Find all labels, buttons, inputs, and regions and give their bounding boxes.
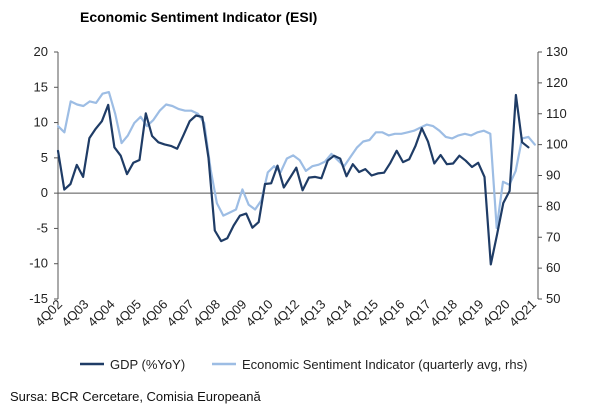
right-tick-label: 90 [546,168,560,183]
right-tick-label: 60 [546,260,560,275]
left-axis: -15 -10 -5 0 5 10 15 20 [29,44,58,306]
left-tick-label: 0 [41,185,48,200]
legend: GDP (%YoY) Economic Sentiment Indicator (… [80,357,527,372]
x-tick-label: 4Q16 [374,297,407,330]
right-tick-label: 130 [546,44,568,59]
left-tick-label: 20 [34,44,48,59]
right-tick-label: 50 [546,291,560,306]
series-layer [56,90,536,266]
left-tick-label: -10 [29,256,48,271]
source-note: Sursa: BCR Cercetare, Comisia Europeană [10,389,261,404]
x-tick-label: 4Q20 [480,297,513,330]
x-tick-label: 4Q10 [243,297,276,330]
left-tick-label: -5 [36,220,48,235]
x-tick-label: 4Q19 [453,297,486,330]
x-tick-label: 4Q07 [164,297,197,330]
right-tick-label: 70 [546,229,560,244]
left-tick-label: 10 [34,115,48,130]
right-tick-label: 110 [546,106,567,121]
x-tick-label: 4Q06 [137,297,170,330]
right-tick-label: 80 [546,198,560,213]
x-axis: 4Q024Q034Q044Q054Q064Q074Q084Q094Q104Q12… [32,297,539,330]
legend-label-gdp: GDP (%YoY) [110,357,185,372]
x-tick-label: 4Q21 [506,297,539,330]
x-tick-label: 4Q08 [190,297,223,330]
x-tick-label: 4Q15 [348,297,381,330]
legend-label-esi: Economic Sentiment Indicator (quarterly … [242,357,527,372]
x-tick-label: 4Q05 [111,297,144,330]
x-tick-label: 4Q18 [427,297,460,330]
x-tick-label: 4Q04 [85,297,118,330]
x-tick-label: 4Q13 [295,297,328,330]
x-tick-label: 4Q14 [322,297,355,330]
x-tick-label: 4Q03 [58,297,91,330]
right-axis: 50 60 70 80 90 100 110 120 130 [538,44,568,306]
left-tick-label: 5 [41,150,48,165]
right-tick-label: 120 [546,75,568,90]
gdp-series-line [56,93,530,266]
esi-series-line [56,90,536,230]
left-tick-label: 15 [34,79,48,94]
x-tick-label: 4Q12 [269,297,302,330]
chart-title: Economic Sentiment Indicator (ESI) [80,9,317,25]
left-tick-label: -15 [29,291,48,306]
x-tick-label: 4Q17 [401,297,434,330]
x-tick-label: 4Q09 [216,297,249,330]
right-tick-label: 100 [546,137,568,152]
